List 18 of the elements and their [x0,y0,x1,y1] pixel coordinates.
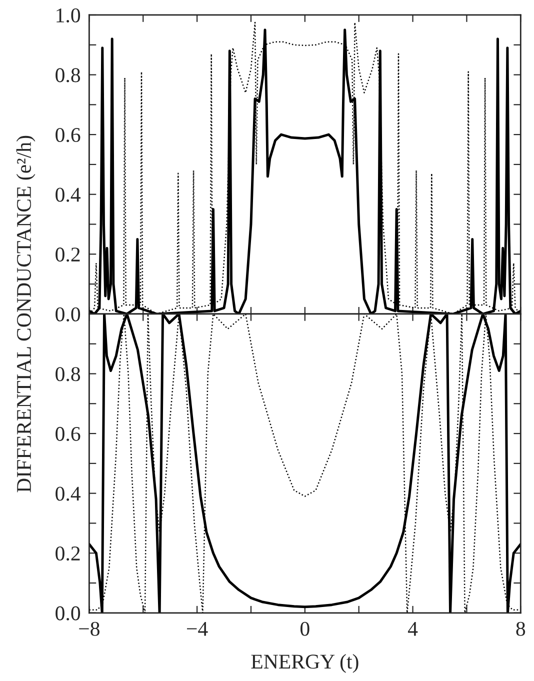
y-axis-title: DIFFERENTIAL CONDUCTANCE (e²/h) [16,136,36,492]
y-tick-label: 0.8 [56,367,80,382]
y-tick-label: 0.6 [56,426,80,442]
y-tick-label: 1.0 [56,8,80,23]
x-tick-label: −4 [187,622,208,636]
x-tick-label: −8 [79,622,100,636]
y-tick-label: 0.4 [56,486,81,501]
y-tick-label: 0.0 [56,307,80,322]
x-tick-label: 0 [300,622,310,636]
x-tick-label: 4 [408,622,418,636]
x-axis-title: ENERGY (t) [251,654,358,673]
y-tick-label: 0.0 [56,606,80,620]
x-tick-label: 8 [516,622,526,636]
y-tick-label: 0.8 [56,68,80,82]
y-tick-label: 0.4 [56,188,81,202]
y-tick-label: 0.2 [56,248,80,262]
y-tick-label: 0.6 [56,128,80,142]
y-tick-label: 0.2 [56,546,80,561]
